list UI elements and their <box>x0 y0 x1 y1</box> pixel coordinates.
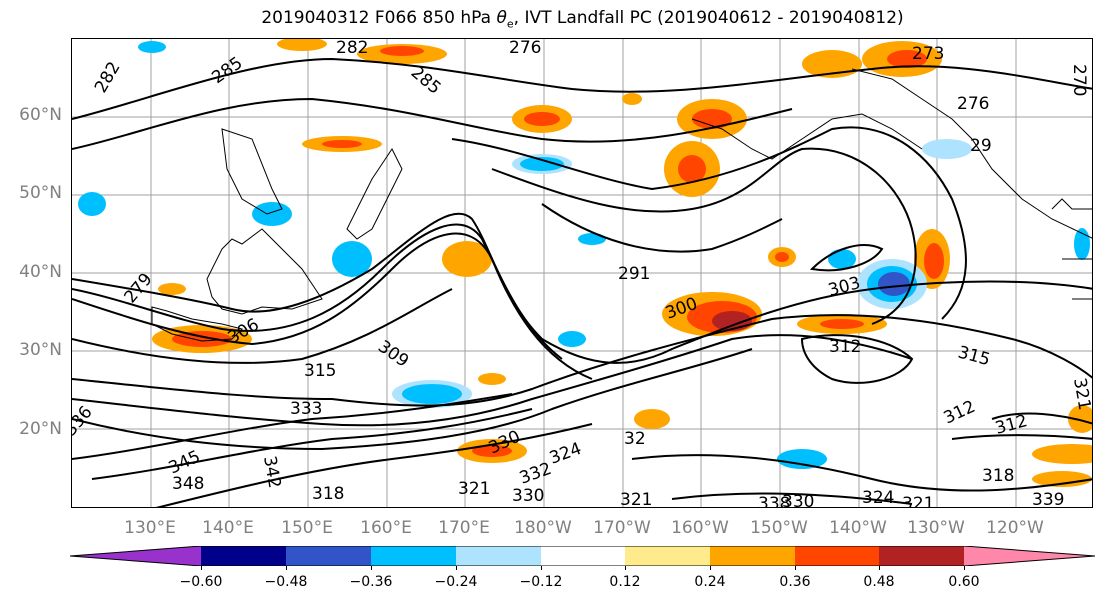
contour-label: 276 <box>509 39 541 58</box>
contour-label: 285 <box>208 53 246 88</box>
theta-e-contours <box>72 57 1092 507</box>
contour-label: 318 <box>312 484 344 504</box>
contour-label: 285 <box>407 63 445 99</box>
colorbar-tick: −0.12 <box>519 574 563 590</box>
colorbar-segment <box>710 546 795 566</box>
colorbar-segment <box>70 546 201 566</box>
contour-label: 330 <box>782 492 814 508</box>
lon-label-150w: 150°W <box>750 518 808 538</box>
lat-label-30n: 30°N <box>19 340 62 360</box>
contour-label: 270 <box>1069 64 1089 96</box>
lat-label-20n: 20°N <box>19 419 62 439</box>
colorbar-tick: 0.12 <box>609 574 641 590</box>
contour-label: 29 <box>970 136 992 156</box>
colorbar-tick: −0.48 <box>264 574 308 590</box>
lat-label-50n: 50°N <box>19 183 62 203</box>
colorbar-segment <box>964 546 1095 566</box>
lat-label-60n: 60°N <box>19 105 62 125</box>
contour-label: 324 <box>862 488 894 508</box>
contour-label: 282 <box>91 58 125 96</box>
contour-label: 276 <box>957 94 989 114</box>
colorbar-segment <box>541 546 625 566</box>
contour-label: 315 <box>956 343 993 371</box>
colorbar-segment <box>625 546 710 566</box>
contour-label: 333 <box>290 399 322 419</box>
coastlines <box>151 68 1092 342</box>
lon-label-150e: 150°E <box>281 518 333 538</box>
contour-label: 312 <box>941 397 979 429</box>
contour-label: 321 <box>458 479 490 499</box>
contour-label: 32 <box>624 429 646 449</box>
lon-label-160e: 160°E <box>360 518 412 538</box>
contour-label: 338 <box>758 494 790 508</box>
colorbar-segment <box>286 546 371 566</box>
contour-label: 309 <box>374 337 412 372</box>
contour-label: 324 <box>547 439 584 469</box>
contour-label: 330 <box>512 486 544 506</box>
lon-label-130w: 130°W <box>907 518 965 538</box>
colorbar-segment <box>371 546 456 566</box>
lon-label-170w: 170°W <box>593 518 651 538</box>
lon-label-180w: 180°W <box>514 518 572 538</box>
colorbar-tick: −0.60 <box>179 574 223 590</box>
map-panel: 282 276 285 282 273 276 285 291 303 300 … <box>71 38 1093 508</box>
colorbar-tick: 0.60 <box>948 574 980 590</box>
lon-label-140w: 140°W <box>829 518 887 538</box>
contour-label: 291 <box>618 264 650 284</box>
contour-label: 321 <box>1069 376 1093 411</box>
lon-label-140e: 140°E <box>202 518 254 538</box>
colorbar-tick: 0.48 <box>863 574 895 590</box>
lon-label-160w: 160°W <box>671 518 729 538</box>
contour-label: 315 <box>304 361 336 381</box>
contour-label: 303 <box>826 273 863 301</box>
contour-label: 312 <box>829 337 861 357</box>
contour-label: 332 <box>517 459 554 489</box>
colorbar-tick: −0.36 <box>349 574 393 590</box>
contour-label: 318 <box>982 466 1014 486</box>
shaded-anomalies <box>78 39 1092 487</box>
contour-label: 321 <box>620 490 652 508</box>
colorbar <box>70 546 1095 566</box>
colorbar-tick: 0.24 <box>694 574 726 590</box>
contour-label: 282 <box>336 39 368 58</box>
contour-label: 348 <box>172 474 204 494</box>
contour-label: 342 <box>259 454 284 489</box>
lon-label-120w: 120°W <box>986 518 1044 538</box>
contour-label: 321 <box>902 494 934 508</box>
lon-label-170e: 170°E <box>438 518 490 538</box>
contour-label: 273 <box>912 44 944 64</box>
contour-label: 339 <box>1032 490 1064 508</box>
colorbar-segment <box>795 546 879 566</box>
colorbar-segment <box>879 546 964 566</box>
colorbar-segment <box>201 546 286 566</box>
map-title: 2019040312 F066 850 hPa θe, IVT Landfall… <box>261 8 904 31</box>
lon-label-130e: 130°E <box>124 518 176 538</box>
lat-label-40n: 40°N <box>19 262 62 282</box>
map-canvas: 282 276 285 282 273 276 285 291 303 300 … <box>72 39 1093 508</box>
contour-label: 336 <box>72 402 97 440</box>
colorbar-tick: −0.24 <box>434 574 478 590</box>
colorbar-tick: 0.36 <box>779 574 811 590</box>
colorbar-segment <box>456 546 541 566</box>
